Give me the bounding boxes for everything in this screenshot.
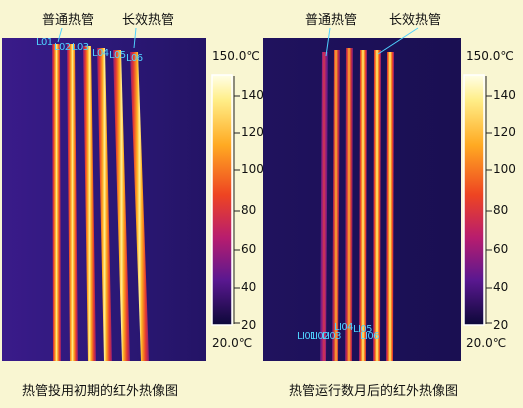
right-marker-li03: LI03 [322, 331, 341, 342]
left-tick-120: 120 [241, 125, 264, 139]
left-marker-l01: L01 [36, 37, 53, 48]
right-pipe-3 [345, 48, 353, 361]
left-marker-l04: L04 [92, 48, 109, 59]
right-caption: 热管运行数月后的红外热像图 [289, 384, 459, 399]
right-marker-li02: LI02 [310, 331, 329, 342]
left-marker-l03: L03 [72, 42, 89, 53]
left-tick-20: 20 [241, 318, 257, 332]
left-pointer-lines [57, 27, 137, 49]
left-tick-140: 140 [241, 88, 264, 102]
right-tick-20: 20 [493, 318, 509, 332]
left-tick-80: 80 [241, 203, 257, 217]
left-longlife-pipe-label: 长效热管 [122, 13, 175, 28]
right-tick-40: 40 [493, 280, 509, 294]
right-pipe-2 [332, 50, 340, 361]
right-tick-120: 120 [493, 125, 516, 139]
right-colorbar-ticks [485, 76, 492, 324]
left-pipe-4 [97, 48, 112, 361]
left-pipe-2 [67, 44, 78, 361]
left-scale-min: 20.0℃ [212, 336, 253, 350]
left-marker-l06: L06 [126, 53, 143, 64]
right-colorbar [463, 74, 485, 326]
left-colorbar [211, 74, 233, 326]
left-marker-l05: L05 [109, 50, 126, 61]
right-tick-60: 60 [493, 242, 509, 256]
right-pipe-1 [320, 52, 328, 361]
left-caption: 热管投用初期的红外热像图 [22, 384, 179, 399]
left-pipe-3 [83, 46, 96, 361]
left-heat-pipes [52, 44, 149, 361]
left-scale-max: 150.0℃ [212, 49, 260, 63]
left-pipe-6 [130, 52, 149, 361]
right-pipe-5 [373, 50, 381, 361]
right-tick-140: 140 [493, 88, 516, 102]
left-tick-100: 100 [241, 162, 264, 176]
right-marker-li05: LI05 [353, 324, 372, 335]
left-tick-40: 40 [241, 280, 257, 294]
left-pipe-5 [113, 50, 130, 361]
right-pointer-lines [325, 27, 419, 57]
left-colorbar-ticks [233, 76, 240, 324]
right-longlife-pipe-label: 长效热管 [389, 13, 442, 28]
right-scale-min: 20.0℃ [466, 336, 507, 350]
left-normal-pipe-label: 普通热管 [42, 13, 95, 28]
right-tick-80: 80 [493, 203, 509, 217]
left-pipe-1 [52, 44, 61, 361]
right-tick-100: 100 [493, 162, 516, 176]
right-pipe-6 [386, 52, 394, 361]
right-scale-max: 150.0℃ [466, 49, 514, 63]
right-heat-pipes [320, 48, 394, 361]
right-marker-li06: LI06 [360, 331, 379, 342]
left-tick-60: 60 [241, 242, 257, 256]
right-marker-li01: LI01 [297, 331, 316, 342]
left-marker-l02: L02 [54, 42, 71, 53]
right-normal-pipe-label: 普通热管 [305, 13, 358, 28]
right-marker-li04: LI04 [334, 322, 353, 333]
right-pipe-4 [359, 50, 367, 361]
